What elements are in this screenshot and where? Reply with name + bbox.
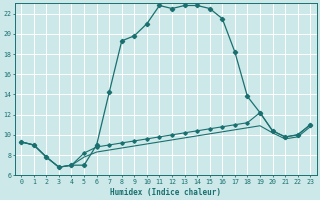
X-axis label: Humidex (Indice chaleur): Humidex (Indice chaleur) bbox=[110, 188, 221, 197]
